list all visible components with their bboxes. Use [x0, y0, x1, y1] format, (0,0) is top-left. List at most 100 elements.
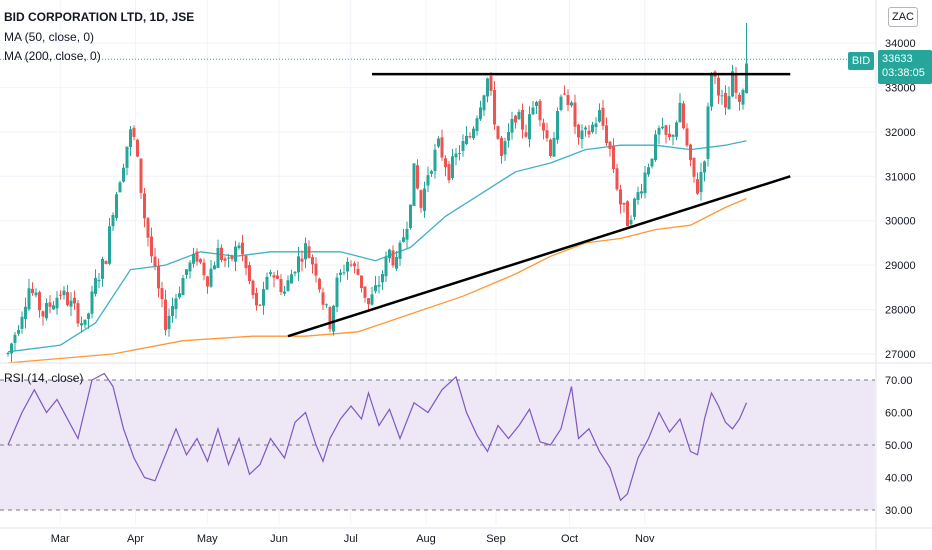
candle-body — [55, 297, 59, 309]
price-tick-label: 28000 — [885, 305, 916, 317]
candle-body — [125, 146, 129, 168]
candle-body — [444, 158, 447, 168]
candle-body — [262, 289, 265, 306]
candle-body — [507, 132, 510, 141]
candle-body — [202, 262, 206, 276]
candle-body — [328, 307, 332, 329]
candle-body — [230, 255, 234, 260]
candle-body — [416, 165, 419, 189]
time-tick-label: Apr — [127, 533, 144, 545]
price-tick-label: 27000 — [885, 349, 916, 361]
candle-body — [412, 163, 416, 206]
candle-body — [384, 257, 388, 277]
candle-body — [318, 278, 321, 290]
candle-body — [171, 306, 174, 316]
candle-body — [24, 306, 27, 319]
candle-body — [573, 102, 577, 127]
candle-body — [486, 78, 489, 97]
rsi-tick-label: 30.00 — [885, 505, 913, 517]
candle-body — [566, 95, 570, 106]
candle-body — [605, 125, 608, 144]
price-tick-label: 32000 — [885, 127, 916, 139]
candle-body — [500, 137, 503, 156]
candle-body — [538, 100, 542, 121]
candle-body — [367, 298, 370, 305]
candle-body — [353, 263, 356, 267]
candle-body — [6, 352, 10, 355]
candle-body — [339, 272, 342, 275]
candle-body — [188, 262, 192, 272]
ma200-legend[interactable]: MA (200, close, 0) — [4, 49, 101, 63]
candle-body — [472, 128, 475, 139]
candle-body — [335, 277, 339, 308]
candle-body — [402, 237, 405, 242]
time-tick-label: Sep — [486, 533, 506, 545]
ma50-legend[interactable]: MA (50, close, 0) — [4, 30, 95, 44]
currency-badge[interactable]: ZAC — [888, 7, 918, 27]
candle-body — [594, 123, 598, 128]
candle-body — [699, 171, 703, 193]
candle-body — [552, 137, 556, 157]
candle-body — [724, 93, 727, 108]
candle-body — [493, 89, 496, 125]
candle-body — [332, 305, 335, 332]
candle-body — [143, 193, 146, 219]
candle-body — [199, 259, 202, 263]
candle-body — [220, 247, 223, 260]
candle-body — [41, 311, 45, 317]
candle-body — [584, 127, 587, 130]
candle-body — [626, 201, 629, 227]
price-tick-label: 30000 — [885, 216, 916, 228]
candle-body — [447, 164, 451, 181]
candle-body — [293, 271, 297, 274]
ma200-line — [7, 197, 747, 364]
candle-body — [601, 107, 605, 126]
rsi-tick-label: 60.00 — [885, 408, 913, 420]
candle-body — [682, 103, 685, 129]
price-tick-label: 33000 — [885, 82, 916, 94]
bar-countdown: 03:38:05 — [882, 67, 925, 79]
price-axis[interactable]: 34000 33000 32000 31000 30000 29000 28000 27000 — [885, 38, 916, 361]
candle-body — [650, 158, 654, 167]
candle-body — [510, 118, 514, 133]
candle-body — [419, 190, 423, 208]
candle-body — [738, 94, 741, 102]
candle-body — [734, 74, 738, 93]
candle-body — [668, 133, 671, 137]
candle-body — [643, 172, 647, 194]
candle-body — [370, 294, 374, 305]
candle-body — [437, 138, 440, 147]
candle-body — [703, 161, 706, 173]
rsi-legend[interactable]: RSI (14, close) — [4, 371, 84, 385]
candle-body — [13, 334, 17, 343]
candle-body — [251, 280, 255, 296]
time-axis[interactable]: Mar Apr May Jun Jul Aug Sep Oct Nov — [51, 533, 655, 545]
candle-body — [69, 300, 73, 307]
candle-body — [349, 264, 353, 266]
candle-body — [535, 102, 538, 107]
candle-body — [325, 304, 328, 306]
candle-body — [563, 93, 566, 95]
candle-body — [300, 258, 304, 262]
candle-body — [321, 292, 325, 305]
candle-body — [531, 107, 535, 115]
rsi-pane — [0, 372, 875, 511]
candle-body — [577, 124, 580, 138]
rsi-line — [7, 372, 748, 502]
candle-body — [710, 74, 713, 107]
candle-body — [465, 135, 468, 145]
candle-body — [696, 179, 699, 194]
candle-body — [118, 182, 122, 193]
candle-body — [94, 277, 97, 294]
price-tick-label: 31000 — [885, 171, 916, 183]
symbol-title[interactable]: BID CORPORATION LTD, 1D, JSE — [4, 10, 195, 24]
candle-body — [461, 141, 465, 151]
candle-body — [479, 107, 482, 120]
candle-body — [433, 149, 437, 172]
candle-body — [181, 278, 185, 296]
candle-body — [423, 188, 426, 211]
rsi-axis[interactable]: 70.00 60.00 50.00 40.00 30.00 — [885, 375, 913, 517]
candle-body — [192, 253, 195, 264]
